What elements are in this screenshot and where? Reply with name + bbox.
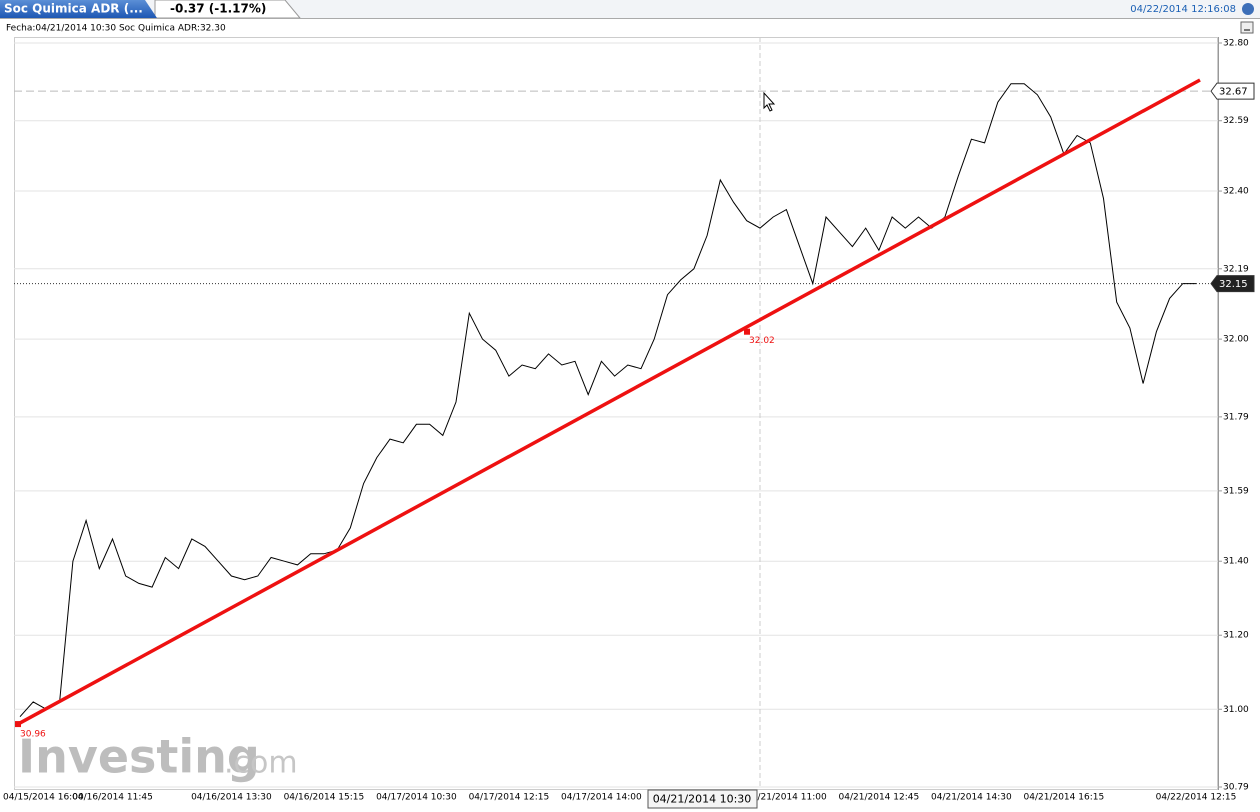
active-tab[interactable] xyxy=(0,0,157,18)
x-tick-label: 04/17/2014 10:30 xyxy=(376,793,457,803)
brand-suffix: .com xyxy=(224,746,298,781)
y-tick-label: 32.59 xyxy=(1223,116,1249,126)
x-tick-label: 04/15/2014 16:00 xyxy=(3,793,84,803)
y-tick-label: 31.00 xyxy=(1223,705,1249,715)
watermark: Investing .com xyxy=(18,730,298,784)
y-tick-label: 32.40 xyxy=(1223,187,1249,197)
price-tag-label: 32.15 xyxy=(1219,279,1248,290)
x-tick-label: 04/16/2014 13:30 xyxy=(191,793,272,803)
price-tag-label: 32.67 xyxy=(1219,87,1248,98)
trendline-label: 32.02 xyxy=(749,336,775,346)
crosshair-date-box xyxy=(647,789,758,809)
x-tick-label: 04/16/2014 11:45 xyxy=(72,793,153,803)
y-tick-label: 31.40 xyxy=(1223,557,1249,567)
trendline-handle xyxy=(15,721,21,728)
y-tick-label: 32.19 xyxy=(1223,264,1249,274)
crosshair-date: 04/21/2014 10:30 xyxy=(653,793,752,806)
y-tick-label: 32.80 xyxy=(1223,39,1249,49)
x-tick-label: 04/17/2014 14:00 xyxy=(561,793,642,803)
brand-name: Investing xyxy=(18,730,260,784)
y-tick-label: 30.79 xyxy=(1223,783,1249,793)
x-tick-label: 04/22/2014 12:15 xyxy=(1156,793,1237,803)
timestamp: 04/22/2014 12:16:08 xyxy=(1130,4,1236,15)
change: -0.37 (-1.17%) xyxy=(170,2,266,16)
y-tick-label: 32.00 xyxy=(1223,335,1249,345)
x-tick-label: 04/21/2014 12:45 xyxy=(839,793,920,803)
tab-title[interactable]: Soc Quimica ADR (... xyxy=(4,2,143,16)
settings-button[interactable] xyxy=(1242,3,1254,15)
x-tick-label: 04/21/2014 14:30 xyxy=(931,793,1012,803)
price-tag xyxy=(1210,82,1255,100)
plot-frame xyxy=(14,37,1218,790)
price-line xyxy=(19,83,1196,718)
x-tick-label: 04/17/2014 12:15 xyxy=(469,793,550,803)
x-tick-label: 04/21/2014 11:00 xyxy=(746,793,827,803)
y-tick-label: 31.20 xyxy=(1223,631,1249,641)
mouse-cursor xyxy=(763,91,776,112)
x-tick-label: 04/21/2014 16:15 xyxy=(1024,793,1105,803)
trendline-handle xyxy=(744,328,750,335)
top-bar xyxy=(0,0,1260,18)
trendline-label: 30.96 xyxy=(20,730,46,740)
y-tick-label: 31.79 xyxy=(1223,412,1249,422)
y-tick-label: 31.59 xyxy=(1223,486,1249,496)
info-line: Fecha:04/21/2014 10:30 Soc Quimica ADR:3… xyxy=(6,24,226,34)
price-tag xyxy=(1210,275,1255,293)
minimize-button[interactable] xyxy=(1240,21,1254,34)
x-tick-label: 04/16/2014 15:15 xyxy=(284,793,365,803)
trendline xyxy=(17,78,1201,726)
